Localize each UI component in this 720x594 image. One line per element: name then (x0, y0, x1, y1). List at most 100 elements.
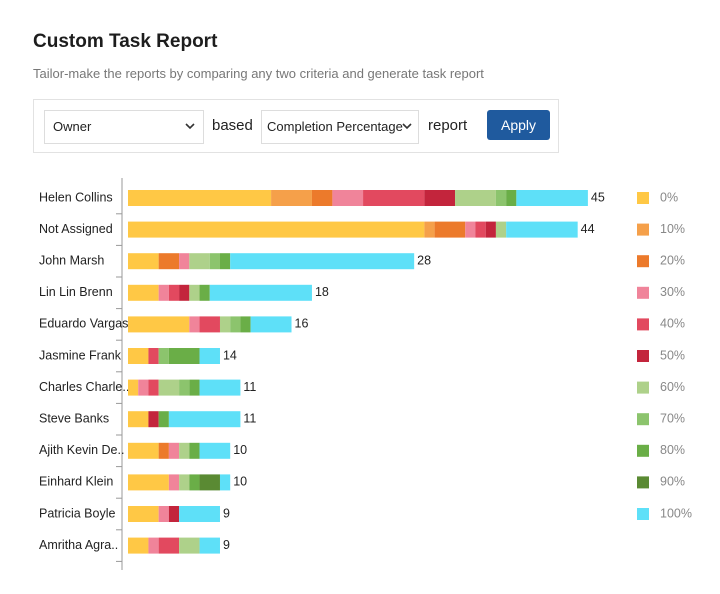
bar-segment (128, 284, 159, 301)
total-label: 10 (233, 443, 247, 457)
legend-swatch (637, 508, 649, 520)
legend-label: 10% (660, 222, 685, 236)
bar-segment (168, 284, 180, 301)
bar-segment (219, 316, 231, 333)
total-label: 18 (315, 285, 329, 299)
bar-segment (465, 221, 476, 238)
legend-label: 20% (660, 253, 685, 267)
total-label: 14 (223, 348, 237, 362)
category-label: Helen Collins (39, 190, 113, 204)
bar-segment (128, 442, 159, 459)
legend-label: 100% (660, 506, 692, 520)
bar-segment (434, 221, 466, 238)
bar-segment (209, 284, 312, 301)
legend-label: 0% (660, 190, 678, 204)
apply-button[interactable]: Apply (487, 110, 550, 140)
category-label: Patricia Boyle (39, 506, 115, 520)
bar-segment (189, 474, 200, 491)
bar-segment (158, 253, 180, 270)
bar-segment (179, 284, 190, 301)
bar-segment (128, 253, 159, 270)
total-label: 9 (223, 506, 230, 520)
category-label: Eduardo Vargas (39, 317, 128, 331)
bar-segment (148, 348, 159, 364)
based-label: based (212, 117, 253, 134)
category-label: Amritha Agra.. (39, 538, 118, 552)
bar-segment (311, 190, 333, 206)
bar-segment (168, 348, 200, 364)
category-label: Charles Charle.. (39, 380, 129, 394)
bar-segment (199, 284, 210, 301)
bar-segment (148, 537, 159, 554)
bar-segment (168, 411, 241, 428)
bar-segment (475, 221, 486, 238)
bar-segment (179, 506, 220, 522)
bar-segment (506, 190, 517, 206)
bar-segment (128, 379, 139, 396)
category-label: Jasmine Frank (39, 348, 122, 362)
legend-label: 50% (660, 348, 685, 362)
category-label: Ajith Kevin De.. (39, 443, 124, 457)
bar-segment (424, 190, 456, 206)
bar-segment (128, 411, 149, 428)
bar-segment (230, 316, 241, 333)
bar-segment (219, 474, 231, 491)
criteria-value: Completion Percentage (267, 119, 403, 134)
total-label: 9 (223, 538, 230, 552)
legend-swatch (637, 192, 649, 204)
bar-segment (158, 411, 169, 428)
legend-swatch (637, 255, 649, 268)
bar-segment (271, 190, 312, 206)
bar-segment (158, 348, 169, 364)
bar-segment (168, 474, 180, 491)
total-label: 11 (243, 411, 256, 425)
bar-segment (179, 253, 190, 270)
bar-segment (199, 442, 231, 459)
bar-segment (179, 442, 190, 459)
legend-swatch (637, 286, 649, 299)
group-by-select[interactable]: Owner (44, 110, 204, 144)
bar-segment (199, 474, 220, 491)
legend-label: 90% (660, 475, 685, 489)
total-label: 11 (243, 380, 256, 394)
total-label: 28 (417, 253, 431, 267)
dropdown-arrow (185, 123, 195, 130)
bar-segment (455, 190, 496, 206)
bar-segment (219, 253, 231, 270)
criteria-select[interactable]: Completion Percentage (261, 110, 419, 144)
page-title: Custom Task Report (33, 31, 218, 52)
bar-segment (128, 348, 149, 364)
legend-swatch (637, 223, 649, 236)
bar-segment (128, 537, 149, 554)
legend-swatch (637, 318, 649, 331)
bar-segment (516, 190, 588, 206)
bar-segment (128, 221, 425, 238)
bar-segment (332, 190, 364, 206)
bar-segment (158, 284, 169, 301)
bar-segment (189, 253, 210, 270)
bar-segment (179, 379, 190, 396)
bar-segment (189, 284, 200, 301)
bar-segment (199, 316, 220, 333)
dropdown-arrow (402, 123, 412, 130)
category-label: John Marsh (39, 253, 104, 267)
bar-segment (209, 253, 220, 270)
bar-segment (179, 537, 200, 554)
legend-label: 60% (660, 380, 685, 394)
bar-segment (189, 442, 200, 459)
bar-segment (148, 411, 159, 428)
legend-label: 40% (660, 317, 685, 331)
legend-swatch (637, 413, 649, 426)
legend-label: 70% (660, 411, 685, 425)
bar-segment (168, 506, 180, 522)
bar-segment (424, 221, 435, 238)
chart: Helen Collins 45 Not Assigned 44 John Marsh 2… (39, 178, 692, 570)
total-label: 44 (581, 222, 595, 236)
bar-segment (199, 348, 220, 364)
bar-segment (495, 221, 507, 238)
legend-swatch (637, 350, 649, 362)
legend-label: 80% (660, 443, 685, 457)
legend-label: 30% (660, 285, 685, 299)
total-label: 45 (591, 190, 605, 204)
